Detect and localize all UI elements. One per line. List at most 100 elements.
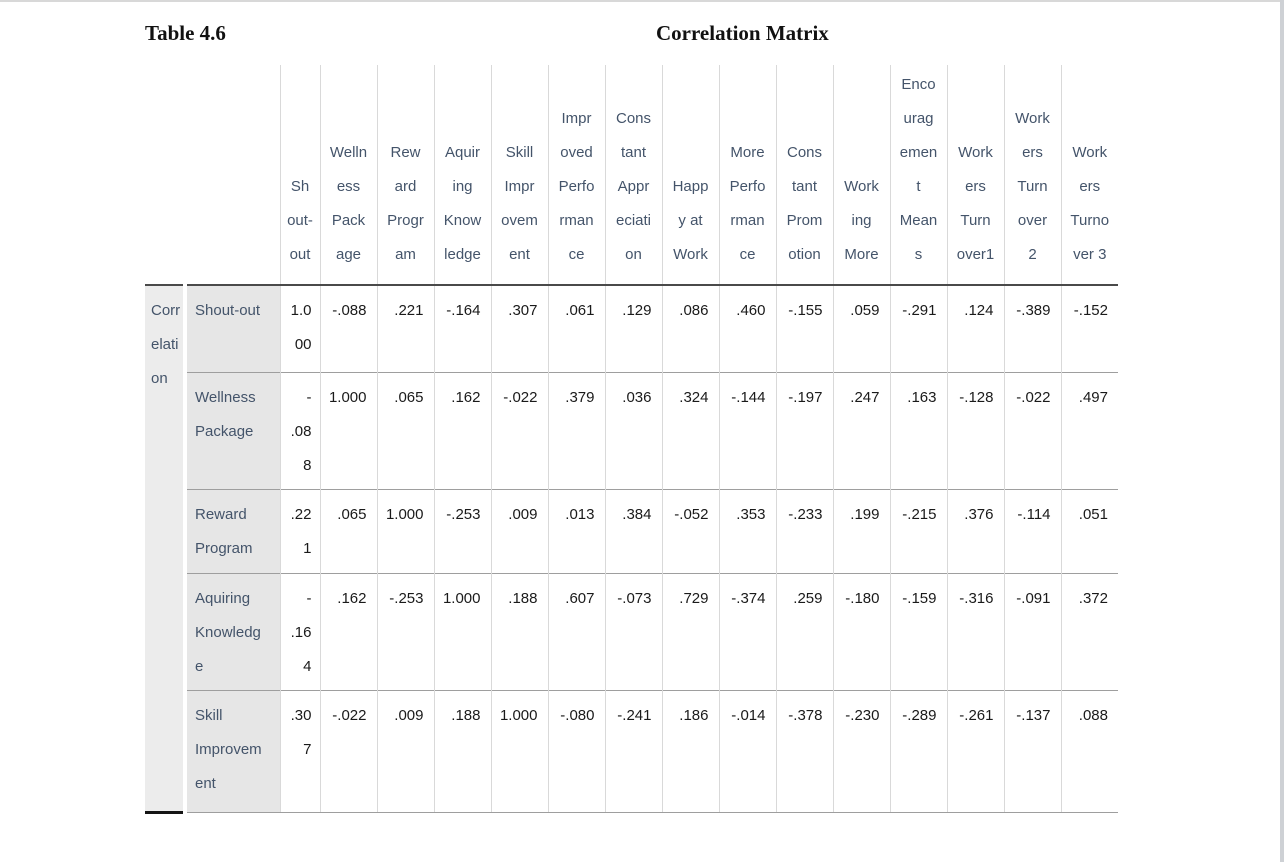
column-header-line: Turn [960, 212, 991, 229]
row-group-label-line: elati [151, 336, 179, 353]
column-header-line: Happ [672, 178, 709, 195]
column-header-line: ers [1079, 178, 1101, 195]
value-line: 1.0 [290, 302, 312, 319]
value-cell: .162 [319, 572, 377, 690]
window-top-edge [0, 0, 1284, 2]
column-header-line: Cons [615, 110, 652, 127]
value-cell: 1.000 [319, 371, 377, 489]
column-header-line: over1 [956, 246, 995, 263]
row-label-line: e [195, 657, 204, 675]
column-header-row: Sh out-out Welln ess Pack age Rew ard Progr am Aqu… [145, 65, 1118, 286]
column-header-line: Perfo [729, 178, 766, 195]
value-cell: -.014 [718, 689, 776, 813]
value-cell: .259 [775, 572, 833, 690]
value-cell: -.128 [946, 371, 1004, 489]
value-cell: .065 [376, 371, 434, 489]
table-row: Reward Program .22 1 .065 1.000 -.253.009.013.… [145, 488, 1118, 573]
column-header-line: Cons [786, 144, 823, 161]
column-header-line: age [335, 246, 362, 263]
row-group-label: Corr elati on [145, 285, 185, 814]
column-header-line: ent [509, 246, 530, 263]
value-cell: -.022 [319, 689, 377, 813]
column-header-line: Aquir [444, 144, 481, 161]
row-label-line: Package [195, 422, 254, 440]
column-header: Cons tant Appr eciati on [604, 65, 662, 286]
value-cell: -.144 [718, 371, 776, 489]
value-line: - [306, 589, 312, 607]
column-header-line: Mean [899, 212, 938, 229]
column-header-line: More [844, 246, 879, 263]
value-cell: .061 [547, 285, 605, 372]
row-label-line: ent [195, 774, 216, 792]
column-header-line: rman [559, 212, 594, 229]
value-cell: -.152 [1060, 285, 1118, 372]
column-header-line: Prom [786, 212, 823, 229]
column-header-line: Work [1072, 144, 1108, 161]
value-cell: .059 [832, 285, 890, 372]
column-header-line: ers [1022, 144, 1043, 161]
value-cell: -.073 [604, 572, 662, 690]
value-cell: -.253 [376, 572, 434, 690]
value-cell: .221 [376, 285, 434, 372]
column-header-line: Enco [901, 76, 936, 93]
column-header-line: t [916, 178, 921, 195]
value-cell: .729 [661, 572, 719, 690]
row-label: Wellness Package [183, 371, 280, 489]
column-header-line: Skill [505, 144, 534, 161]
row-label-line: Skill [195, 706, 223, 724]
value-cell: .163 [889, 371, 947, 489]
table-row: Aquiring Knowledg e - .16 4 .162 -.253 1.000.188… [145, 572, 1118, 690]
value-cell: .013 [547, 488, 605, 573]
column-header: Work ers Turn over 2 [1003, 65, 1061, 286]
value-cell: .129 [604, 285, 662, 372]
value-cell: -.197 [775, 371, 833, 489]
row-label-line: Improvem [195, 740, 262, 758]
value-cell: 1.000 [376, 488, 434, 573]
column-header: Work ers Turno ver 3 [1060, 65, 1118, 286]
value-cell: .188 [490, 572, 548, 690]
value-cell: -.215 [889, 488, 947, 573]
row-label: Shout-out [183, 285, 280, 372]
value-cell: 1.000 [490, 689, 548, 813]
value-cell: .353 [718, 488, 776, 573]
column-header-line: Appr [617, 178, 650, 195]
value-cell: .051 [1060, 488, 1118, 573]
row-label: Aquiring Knowledg e [183, 572, 280, 690]
value-cell: .088 [1060, 689, 1118, 813]
value-cell: -.241 [604, 689, 662, 813]
value-cell: -.289 [889, 689, 947, 813]
column-header-line: Impr [504, 178, 535, 195]
value-cell: -.022 [490, 371, 548, 489]
value-cell: .124 [946, 285, 1004, 372]
value-cell: - .16 4 [279, 572, 320, 690]
column-header-line: ce [739, 246, 756, 263]
column-header: Cons tant Prom otion [775, 65, 833, 286]
row-label-line: Aquiring [195, 589, 251, 607]
column-header-line: Perfo [558, 178, 595, 195]
value-cell: .036 [604, 371, 662, 489]
value-cell: .199 [832, 488, 890, 573]
row-label-line: Reward [195, 505, 247, 523]
column-header-line: eciati [615, 212, 652, 229]
value-cell: -.088 [319, 285, 377, 372]
column-header: Skill Impr ovem ent [490, 65, 548, 286]
column-header: Happ y at Work [661, 65, 719, 286]
column-header-line: rman [730, 212, 765, 229]
value-line: .30 [290, 706, 312, 724]
column-header-line: s [914, 246, 923, 263]
value-cell: .086 [661, 285, 719, 372]
column-header-line: ledge [444, 246, 481, 263]
column-header-line: tant [791, 178, 818, 195]
column-header-line: ing [452, 178, 473, 195]
column-header-line: otion [788, 246, 821, 263]
value-cell: .379 [547, 371, 605, 489]
value-cell: .497 [1060, 371, 1118, 489]
value-cell: -.155 [775, 285, 833, 372]
column-header-line: tant [620, 144, 647, 161]
column-header-line: Progr [387, 212, 424, 229]
value-cell: .186 [661, 689, 719, 813]
row-label-line: Program [195, 539, 253, 557]
column-header-line: 2 [1028, 246, 1037, 263]
value-line: 7 [303, 740, 312, 758]
